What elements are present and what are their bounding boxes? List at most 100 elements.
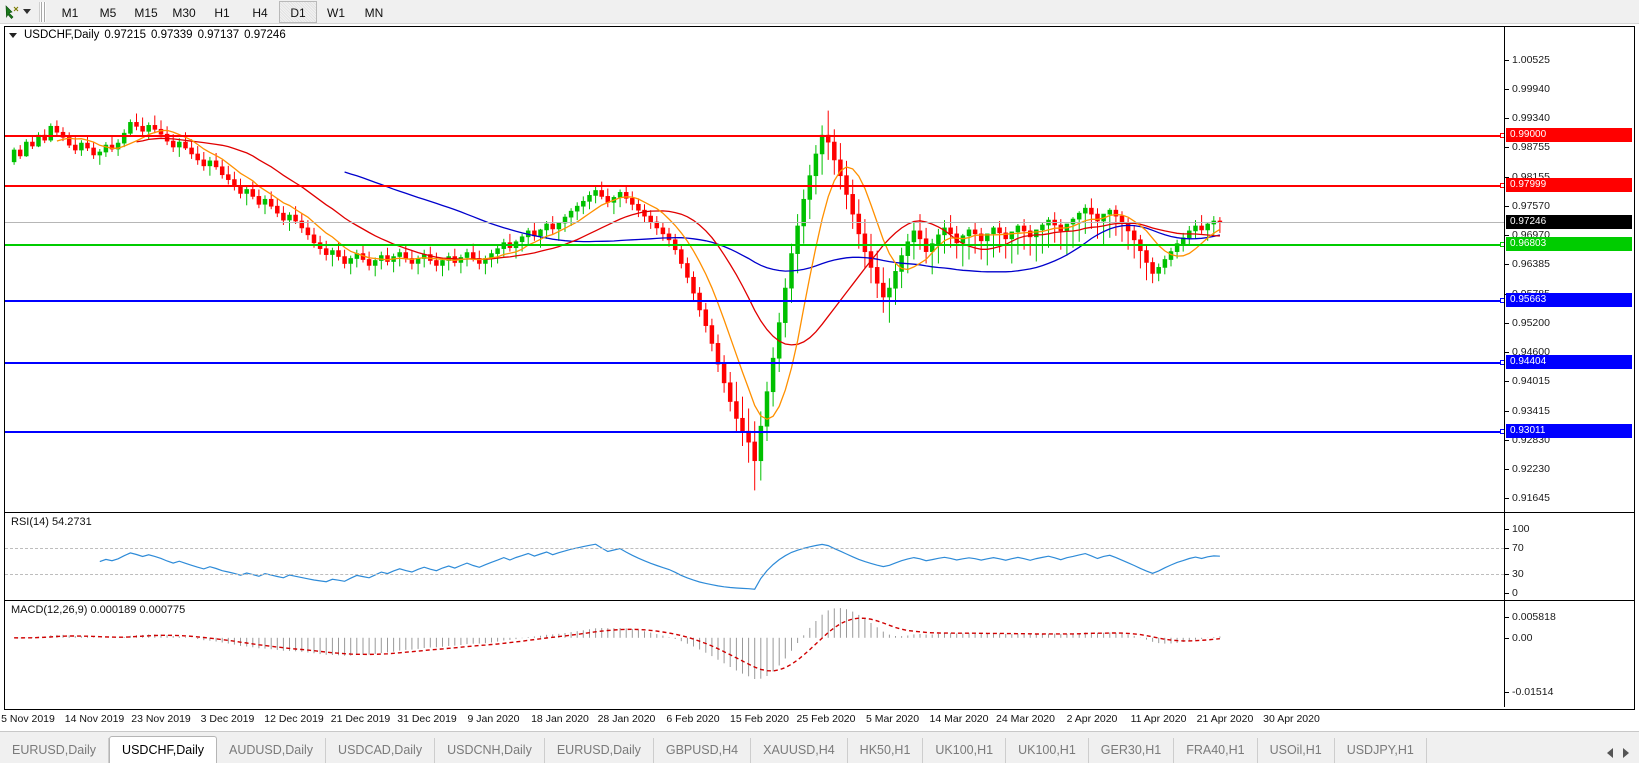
price-pane[interactable]: USDCHF,Daily 0.97215 0.97339 0.97137 0.9… bbox=[5, 27, 1634, 512]
chart-menu-caret-icon[interactable] bbox=[9, 32, 17, 38]
date-tick-11: 15 Feb 2020 bbox=[730, 713, 789, 725]
date-tick-10: 6 Feb 2020 bbox=[666, 713, 720, 725]
tab-scroll-controls[interactable] bbox=[1607, 748, 1639, 763]
macd-svg bbox=[14, 608, 1221, 679]
chart-tab-9[interactable]: UK100,H1 bbox=[923, 738, 1007, 763]
date-tick-9: 28 Jan 2020 bbox=[597, 713, 656, 725]
rsi-tick-0: 0 bbox=[1505, 587, 1518, 599]
date-axis: 5 Nov 2019 14 Nov 2019 23 Nov 2019 3 Dec 20… bbox=[1, 711, 1635, 729]
current-price-line bbox=[5, 221, 1504, 223]
price-tick-0.96385: 0.96385 bbox=[1505, 258, 1550, 270]
rsi-tick-100: 100 bbox=[1505, 523, 1530, 535]
date-tick-6: 31 Dec 2019 bbox=[397, 713, 457, 725]
ohlc-high: 0.97339 bbox=[150, 29, 193, 41]
chart-tab-6[interactable]: GBPUSD,H4 bbox=[654, 738, 752, 763]
rsi-level-30 bbox=[5, 573, 1504, 575]
date-tick-14: 14 Mar 2020 bbox=[929, 713, 989, 725]
price-tick-0.97570: 0.97570 bbox=[1505, 200, 1550, 212]
macd-tick-0.00: 0.00 bbox=[1505, 632, 1532, 644]
chart-tab-10[interactable]: UK100,H1 bbox=[1006, 738, 1089, 763]
price-tag-level-095663: 0.95663 bbox=[1506, 292, 1632, 307]
chart-tab-3[interactable]: USDCAD,Daily bbox=[326, 738, 436, 763]
chart-tab-8[interactable]: HK50,H1 bbox=[848, 738, 924, 763]
chart-tab-2[interactable]: AUDUSD,Daily bbox=[217, 738, 327, 763]
timeframe-m1[interactable]: M1 bbox=[61, 5, 79, 20]
rsi-axis: 100 70 30 0 bbox=[1504, 513, 1634, 600]
chart-tab-12[interactable]: FRA40,H1 bbox=[1174, 738, 1258, 763]
scroll-left-icon[interactable] bbox=[1607, 748, 1613, 758]
macd-tick--0.01514: -0.01514 bbox=[1505, 686, 1553, 698]
chart-tab-11[interactable]: GER30,H1 bbox=[1089, 738, 1175, 763]
date-tick-19: 30 Apr 2020 bbox=[1263, 713, 1320, 725]
date-tick-8: 18 Jan 2020 bbox=[531, 713, 589, 725]
timeframe-d1[interactable]: D1 bbox=[279, 0, 317, 23]
date-tick-3: 3 Dec 2019 bbox=[200, 713, 255, 725]
date-tick-12: 25 Feb 2020 bbox=[796, 713, 856, 725]
chart-tab-bar: EURUSD,Daily USDCHF,Daily AUDUSD,Daily USDC… bbox=[0, 731, 1639, 763]
timeframe-h4[interactable]: H4 bbox=[252, 5, 268, 20]
price-tick-0.93415: 0.93415 bbox=[1505, 405, 1550, 417]
timeframe-h1[interactable]: H1 bbox=[214, 5, 230, 20]
symbol-header: USDCHF,Daily 0.97215 0.97339 0.97137 0.9… bbox=[9, 29, 286, 41]
date-tick-1: 14 Nov 2019 bbox=[64, 713, 125, 725]
timeframe-toolbar: M1 M5 M15 M30 H1 H4 D1 W1 MN bbox=[0, 0, 1639, 24]
toolbar-drag-handle[interactable] bbox=[39, 1, 46, 22]
date-tick-16: 2 Apr 2020 bbox=[1066, 713, 1118, 725]
price-tick-0.98755: 0.98755 bbox=[1505, 141, 1550, 153]
rsi-plot-area[interactable] bbox=[5, 513, 1504, 600]
price-tag-current-price-097246: 0.97246 bbox=[1506, 214, 1632, 229]
rsi-tick-30: 30 bbox=[1505, 568, 1524, 580]
timeframe-w1[interactable]: W1 bbox=[327, 5, 345, 20]
date-tick-5: 21 Dec 2019 bbox=[330, 713, 391, 725]
timeframe-buttons: M1 M5 M15 M30 H1 H4 D1 W1 MN bbox=[51, 0, 393, 23]
candlestick-svg bbox=[11, 110, 1223, 491]
timeframe-mn[interactable]: MN bbox=[364, 5, 384, 20]
price-tick-0.92230: 0.92230 bbox=[1505, 463, 1550, 475]
price-axis[interactable]: 1.005250.999400.993400.987550.981550.975… bbox=[1504, 27, 1634, 512]
timeframe-m15[interactable]: M15 bbox=[134, 5, 158, 20]
chart-tab-14[interactable]: USDJPY,H1 bbox=[1335, 738, 1427, 763]
price-tick-0.91645: 0.91645 bbox=[1505, 492, 1550, 504]
macd-plot-area[interactable] bbox=[5, 601, 1504, 707]
date-tick-17: 11 Apr 2020 bbox=[1130, 713, 1187, 725]
price-tag-resistance-099000: 0.99000 bbox=[1506, 128, 1632, 143]
price-plot-area[interactable] bbox=[5, 27, 1504, 512]
chart-frame: USDCHF,Daily 0.97215 0.97339 0.97137 0.9… bbox=[4, 26, 1635, 710]
chevron-down-icon[interactable] bbox=[23, 9, 31, 14]
price-tick-0.99940: 0.99940 bbox=[1505, 83, 1550, 95]
scroll-right-icon[interactable] bbox=[1623, 748, 1629, 758]
timeframe-m30[interactable]: M30 bbox=[172, 5, 196, 20]
ohlc-low: 0.97137 bbox=[197, 29, 240, 41]
price-tick-0.94015: 0.94015 bbox=[1505, 375, 1550, 387]
cursor-tool-group[interactable] bbox=[0, 4, 33, 20]
chart-tab-13[interactable]: USOil,H1 bbox=[1258, 738, 1335, 763]
crosshair-pointer-icon[interactable] bbox=[4, 4, 20, 20]
date-tick-18: 21 Apr 2020 bbox=[1196, 713, 1254, 725]
date-tick-2: 23 Nov 2019 bbox=[131, 713, 191, 725]
rsi-pane[interactable]: RSI(14) 54.2731 100 70 30 0 bbox=[5, 512, 1634, 600]
macd-pane[interactable]: MACD(12,26,9) 0.000189 0.000775 0.005818… bbox=[5, 600, 1634, 707]
price-tag-support-096803: 0.96803 bbox=[1506, 236, 1632, 251]
date-tick-7: 9 Jan 2020 bbox=[467, 713, 520, 725]
macd-axis: 0.005818 0.00 -0.01514 bbox=[1504, 601, 1634, 707]
chart-tab-1[interactable]: USDCHF,Daily bbox=[109, 736, 217, 763]
rsi-tick-70: 70 bbox=[1505, 542, 1524, 554]
date-tick-0: 5 Nov 2019 bbox=[1, 713, 55, 725]
price-tag-level-094404: 0.94404 bbox=[1506, 354, 1632, 369]
chart-tab-7[interactable]: XAUUSD,H4 bbox=[751, 738, 848, 763]
chart-tab-0[interactable]: EURUSD,Daily bbox=[0, 738, 110, 763]
rsi-label: RSI(14) 54.2731 bbox=[11, 516, 92, 528]
price-tick-1.00525: 1.00525 bbox=[1505, 54, 1550, 66]
macd-tick-0.005818: 0.005818 bbox=[1505, 611, 1556, 623]
rsi-svg bbox=[99, 543, 1220, 590]
timeframe-m5[interactable]: M5 bbox=[99, 5, 117, 20]
macd-label: MACD(12,26,9) 0.000189 0.000775 bbox=[11, 604, 186, 616]
price-tag-resistance-097999: 0.97999 bbox=[1506, 177, 1632, 192]
symbol-name: USDCHF,Daily bbox=[24, 29, 100, 41]
ohlc-close: 0.97246 bbox=[244, 29, 286, 41]
price-tick-0.95200: 0.95200 bbox=[1505, 317, 1550, 329]
chart-tab-4[interactable]: USDCNH,Daily bbox=[435, 738, 545, 763]
rsi-level-70 bbox=[5, 548, 1504, 550]
chart-tab-5[interactable]: EURUSD,Daily bbox=[545, 738, 654, 763]
